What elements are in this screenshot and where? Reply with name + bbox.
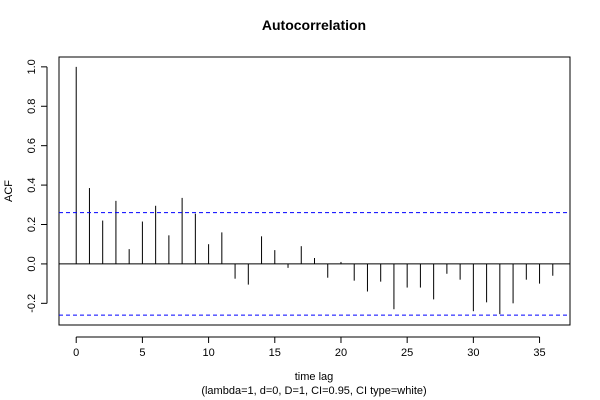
y-tick-label: 0.0	[26, 256, 38, 271]
y-tick-label: 0.4	[26, 177, 38, 192]
confidence-lines	[59, 212, 570, 316]
x-axis: 0 5 10 15 20 25 30 35	[73, 336, 546, 359]
x-tick-label: 5	[139, 347, 145, 359]
x-tick-label: 30	[467, 347, 479, 359]
acf-bars	[59, 66, 570, 315]
y-tick-label: 0.8	[26, 99, 38, 114]
x-tick-label: 15	[269, 347, 281, 359]
x-tick-label: 10	[202, 347, 214, 359]
y-tick-label: 0.2	[26, 217, 38, 232]
x-tick-label: 0	[73, 347, 79, 359]
plot-frame	[58, 56, 571, 326]
x-axis-label: time lag	[295, 371, 334, 383]
x-tick-label: 25	[401, 347, 413, 359]
y-tick-label: -0.2	[26, 294, 38, 313]
x-tick-label: 20	[335, 347, 347, 359]
chart-subtitle: (lambda=1, d=0, D=1, CI=0.95, CI type=wh…	[201, 385, 426, 397]
y-axis-label: ACF	[3, 180, 15, 202]
x-tick-label: 35	[533, 347, 545, 359]
chart-title: Autocorrelation	[262, 17, 366, 33]
y-axis: -0.2 0.0 0.2 0.4 0.6 0.8 1.0	[26, 59, 48, 313]
y-tick-label: 1.0	[26, 59, 38, 74]
y-tick-label: 0.6	[26, 138, 38, 153]
